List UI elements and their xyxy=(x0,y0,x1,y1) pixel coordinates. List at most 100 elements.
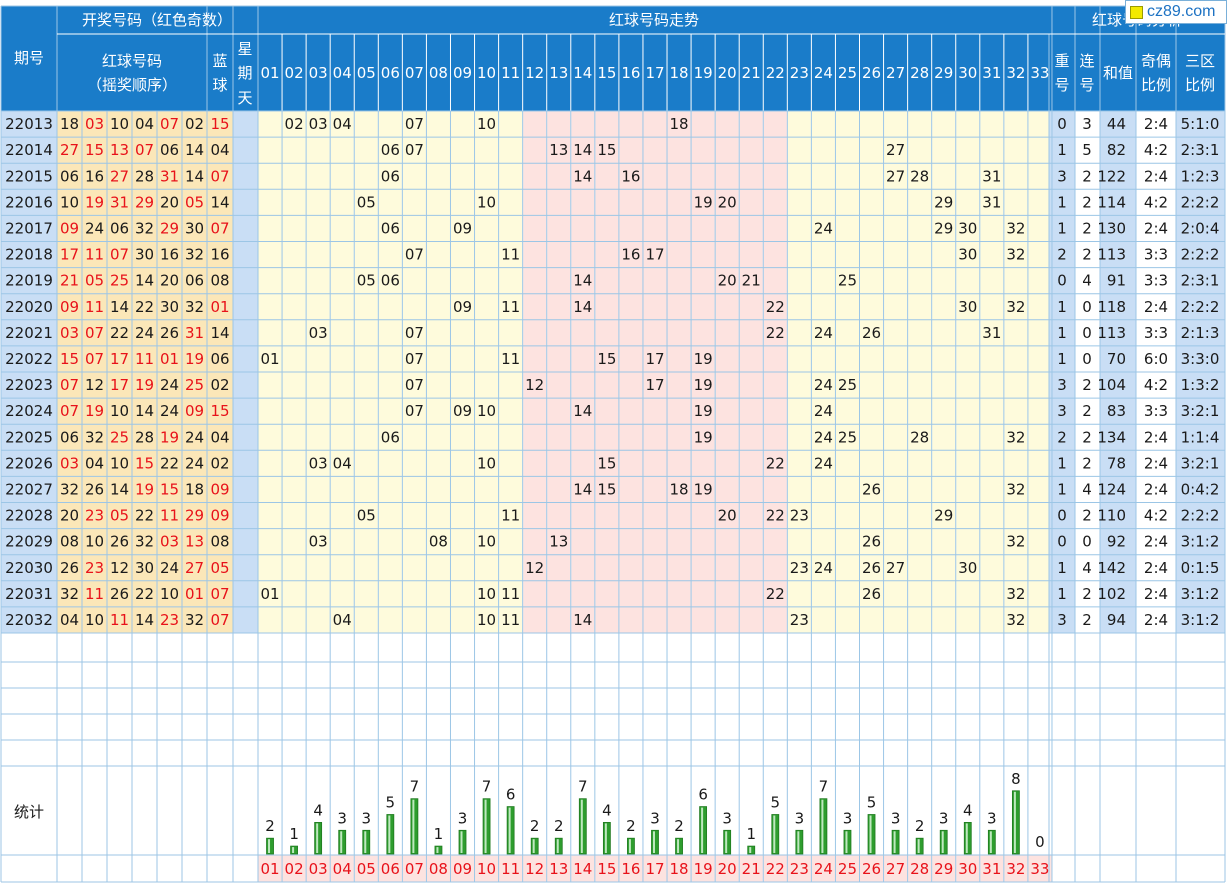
stats-bar-highlight xyxy=(460,831,463,853)
stats-category-label: 16 xyxy=(621,860,640,878)
consecutive-cell: 3 xyxy=(1082,115,1092,133)
trend-number-mark: 14 xyxy=(573,167,592,185)
odd-even-cell: 3:3 xyxy=(1144,246,1168,264)
red-ball-cell: 23 xyxy=(160,611,179,629)
number-column-header: 09 xyxy=(453,64,472,82)
stats-category-label: 30 xyxy=(958,860,977,878)
sum-cell: 110 xyxy=(1097,507,1126,525)
odd-even-cell: 4:2 xyxy=(1144,141,1168,159)
red-ball-cell: 14 xyxy=(135,272,154,290)
number-column-header: 13 xyxy=(549,64,568,82)
stats-category-label: 18 xyxy=(670,860,689,878)
blue-header-2: 球 xyxy=(212,76,227,94)
odd-even-cell: 2:4 xyxy=(1144,219,1168,237)
red-ball-cell: 03 xyxy=(60,324,79,342)
number-column-header: 10 xyxy=(477,64,496,82)
trend-number-mark: 23 xyxy=(790,559,809,577)
red-ball-cell: 26 xyxy=(110,533,129,551)
stats-value-label: 2 xyxy=(915,817,925,835)
stats-value-label: 7 xyxy=(482,778,492,796)
red-ball-cell: 11 xyxy=(85,246,104,264)
number-column-header: 06 xyxy=(381,64,400,82)
trend-number-mark: 09 xyxy=(453,298,472,316)
consecutive-cell: 0 xyxy=(1082,350,1092,368)
consecutive-cell: 2 xyxy=(1082,246,1092,264)
red-ball-cell: 09 xyxy=(60,219,79,237)
odd-even-cell: 4:2 xyxy=(1144,376,1168,394)
stats-category-label: 04 xyxy=(333,860,352,878)
number-column-header: 29 xyxy=(934,64,953,82)
zone-cell: 3:1:2 xyxy=(1181,585,1220,603)
trend-number-mark: 25 xyxy=(838,272,857,290)
repeat-cell: 3 xyxy=(1057,402,1067,420)
trend-number-mark: 07 xyxy=(405,350,424,368)
repeat-cell: 0 xyxy=(1057,507,1067,525)
red-ball-cell: 27 xyxy=(60,141,79,159)
zone-cell: 3:3:0 xyxy=(1181,350,1220,368)
repeat-cell: 1 xyxy=(1057,298,1067,316)
site-watermark[interactable]: cz89.com xyxy=(1125,0,1227,24)
trend-number-mark: 22 xyxy=(766,585,785,603)
stats-value-label: 3 xyxy=(650,809,660,827)
weekday-header-3: 天 xyxy=(237,89,252,107)
stats-value-label: 3 xyxy=(337,809,347,827)
number-column-header: 26 xyxy=(862,64,881,82)
red-ball-cell: 23 xyxy=(85,559,104,577)
trend-number-mark: 26 xyxy=(862,533,881,551)
trend-number-mark: 31 xyxy=(982,193,1001,211)
red-ball-cell: 28 xyxy=(135,428,154,446)
trend-group-header: 红球号码走势 xyxy=(609,11,699,29)
odd-even-cell: 2:4 xyxy=(1144,585,1168,603)
red-ball-cell: 14 xyxy=(185,167,204,185)
red-ball-cell: 07 xyxy=(110,246,129,264)
red-ball-cell: 32 xyxy=(60,585,79,603)
trend-number-mark: 15 xyxy=(597,480,616,498)
repeat-cell: 1 xyxy=(1057,585,1067,603)
blue-ball-cell: 09 xyxy=(210,507,229,525)
bottom-number-band xyxy=(258,855,1052,882)
consecutive-cell: 0 xyxy=(1082,298,1092,316)
trend-number-mark: 26 xyxy=(862,324,881,342)
red-ball-cell: 29 xyxy=(135,193,154,211)
trend-number-mark: 32 xyxy=(1006,480,1025,498)
odd-even-cell: 3:3 xyxy=(1144,272,1168,290)
number-column-header: 05 xyxy=(357,64,376,82)
trend-number-mark: 06 xyxy=(381,428,400,446)
red-ball-cell: 19 xyxy=(160,428,179,446)
blue-ball-cell: 08 xyxy=(210,272,229,290)
trend-number-mark: 19 xyxy=(694,480,713,498)
stats-category-label: 31 xyxy=(982,860,1001,878)
trend-number-mark: 13 xyxy=(549,533,568,551)
stats-value-label: 6 xyxy=(506,786,516,804)
number-column-header: 33 xyxy=(1030,64,1049,82)
period-cell: 22028 xyxy=(5,507,53,525)
stats-bar-highlight xyxy=(701,807,704,853)
trend-number-mark: 30 xyxy=(958,246,977,264)
sum-cell: 70 xyxy=(1107,350,1126,368)
trend-number-mark: 22 xyxy=(766,454,785,472)
stats-value-label: 8 xyxy=(1011,770,1021,788)
trend-number-mark: 01 xyxy=(260,585,279,603)
red-ball-cell: 19 xyxy=(135,480,154,498)
red-ball-cell: 24 xyxy=(160,402,179,420)
stats-value-label: 1 xyxy=(289,825,299,843)
number-column-header: 02 xyxy=(285,64,304,82)
stats-value-label: 1 xyxy=(746,825,756,843)
repeat-cell: 1 xyxy=(1057,454,1067,472)
trend-number-mark: 30 xyxy=(958,298,977,316)
odd-even-cell: 4:2 xyxy=(1144,193,1168,211)
period-cell: 22019 xyxy=(5,272,53,290)
stats-bar-highlight xyxy=(412,799,415,853)
blue-ball-cell: 07 xyxy=(210,167,229,185)
red-balls-header: 红球号码 xyxy=(102,52,162,70)
stats-category-label: 08 xyxy=(429,860,448,878)
red-ball-cell: 32 xyxy=(185,246,204,264)
trend-number-mark: 18 xyxy=(670,480,689,498)
stats-category-label: 06 xyxy=(381,860,400,878)
blue-ball-cell: 02 xyxy=(210,376,229,394)
stats-category-label: 23 xyxy=(790,860,809,878)
period-cell: 22023 xyxy=(5,376,53,394)
odd-even-cell: 2:4 xyxy=(1144,611,1168,629)
trend-number-mark: 06 xyxy=(381,219,400,237)
number-column-header: 11 xyxy=(501,64,520,82)
